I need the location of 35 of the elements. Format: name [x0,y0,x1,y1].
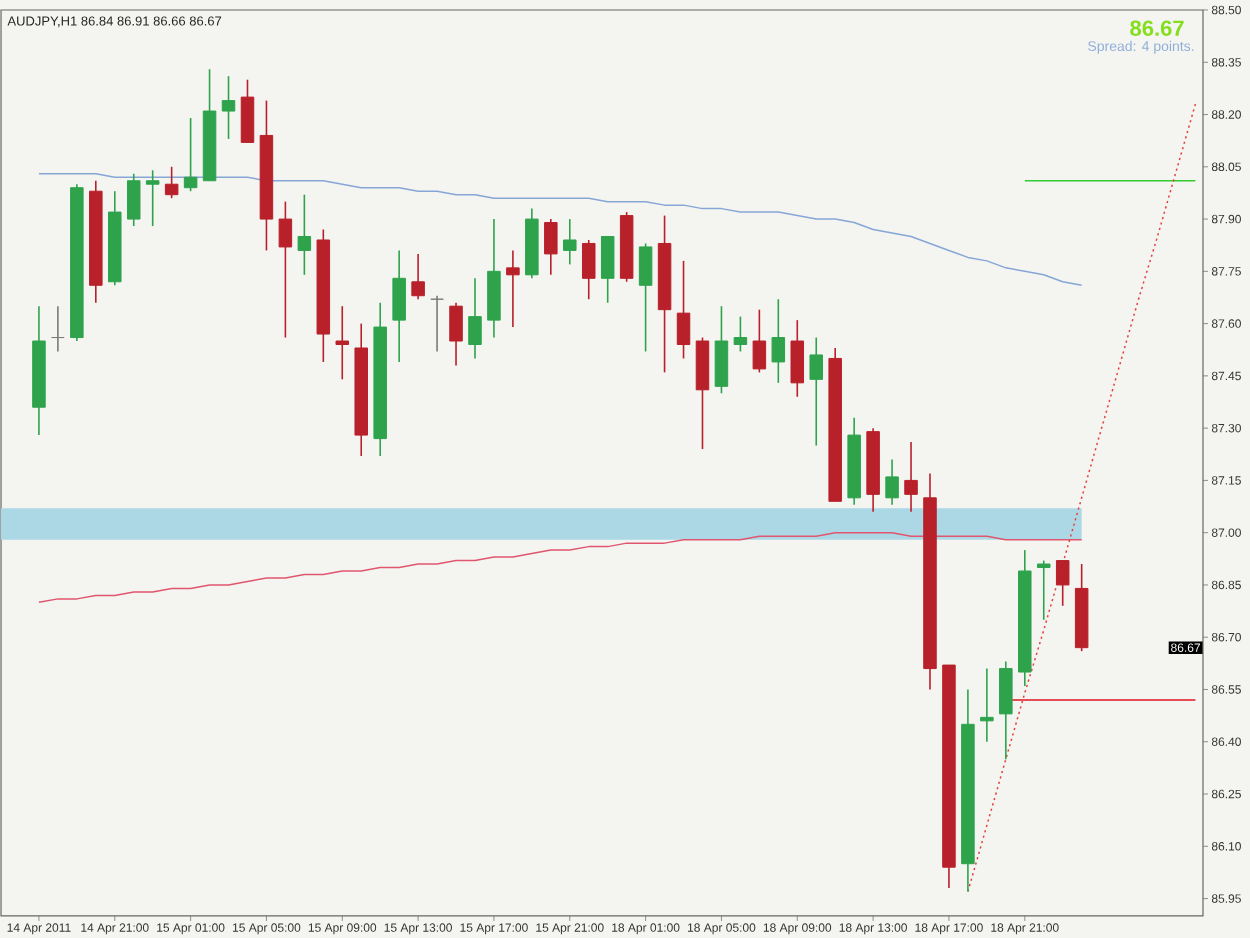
candlestick [638,242,653,353]
candlestick [335,305,350,381]
candlestick [999,660,1013,760]
candlestick [51,305,65,353]
candlestick [771,298,786,384]
candlestick [468,277,482,360]
candlestick [183,117,198,192]
candlestick [1055,559,1070,607]
candlestick [297,193,312,276]
candlestick [240,78,255,144]
candlestick [676,260,691,360]
candlestick [221,75,236,140]
candlestick [430,294,444,353]
candlestick [411,253,425,301]
candlestick [600,235,615,304]
candlestick [449,301,463,367]
candlestick [752,308,767,374]
candlestick [980,667,994,743]
annotation: 86.67 [1130,20,1184,36]
candlestick [733,315,748,353]
candlestick [1036,559,1051,621]
candlestick [563,218,577,266]
candlestick [809,336,823,447]
candlestick [278,200,293,339]
candlestick [885,458,899,506]
candlestick [790,319,805,398]
candlestick [506,249,520,328]
candlestick [392,249,406,363]
candlestick [145,169,160,227]
candlestick [126,172,141,227]
candlestick [714,305,729,395]
candlestick [581,239,596,301]
candlestick [164,166,179,199]
candlestick [544,218,558,276]
candlestick [904,441,918,513]
